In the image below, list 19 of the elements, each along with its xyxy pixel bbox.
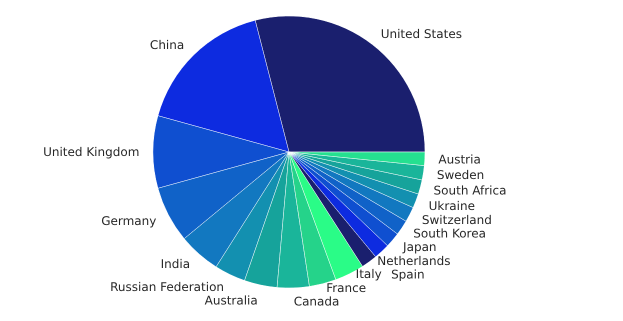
slice-label: Netherlands <box>377 254 450 268</box>
slice-label: United Kingdom <box>43 145 140 159</box>
slice-label: Australia <box>204 293 258 308</box>
slice-label: United States <box>380 26 462 41</box>
slice-label: Germany <box>101 214 156 228</box>
slice-label: Switzerland <box>422 212 492 227</box>
slice-label: India <box>160 257 190 272</box>
slice-label: Ukraine <box>428 198 475 213</box>
slice-label: Sweden <box>436 168 484 182</box>
slice-label: Japan <box>402 240 437 254</box>
slice-label: South Korea <box>413 226 486 240</box>
slice-label: China <box>150 38 184 52</box>
slice-label: South Africa <box>434 184 506 198</box>
slice-label: Russian Federation <box>110 280 224 294</box>
slice-label: Canada <box>294 294 340 309</box>
slice-label: Italy <box>356 266 382 281</box>
slice-label: France <box>326 280 366 295</box>
slice-label: Austria <box>438 152 481 167</box>
slice-label: Spain <box>391 267 425 282</box>
